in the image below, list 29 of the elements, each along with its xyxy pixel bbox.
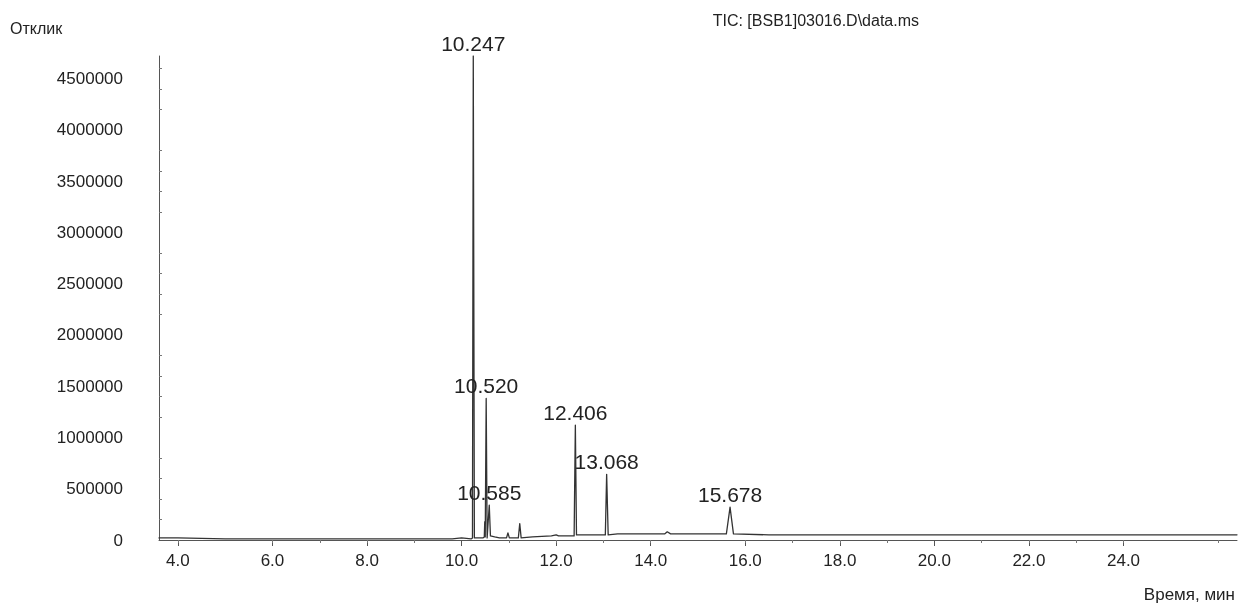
line-series [158,55,1238,540]
x-tick-label: 8.0 [355,551,379,570]
x-tick-label: 14.0 [634,551,668,570]
y-tick-label: 2500000 [56,274,123,294]
y-tick-label: 0 [113,530,123,550]
x-tick-label: 18.0 [823,551,857,570]
y-tick-label: 1500000 [56,376,123,396]
y-tick-label: 3500000 [56,171,123,191]
y-tick-label: 4000000 [56,120,123,140]
annotation: 10.247 [441,32,506,55]
x-axis-title: Время, мин [1143,585,1236,604]
y-axis-title: Отклик [10,19,64,37]
y-tick-label: 500000 [66,479,123,499]
y-tick-label: 3000000 [56,222,123,242]
x-tick-label: 24.0 [1106,551,1141,570]
annotation: 12.406 [543,401,608,425]
x-tick-label: 20.0 [917,551,951,570]
y-tick-label: 1000000 [56,427,123,447]
annotation: 15.678 [697,483,763,507]
x-tick-label: 22.0 [1012,551,1046,570]
x-tick-label: 12.0 [539,551,573,570]
x-tick-label: 6.0 [260,551,285,570]
x-tick-label: 16.0 [728,551,762,570]
annotation: 13.068 [574,450,639,474]
y-tick-label: 4500000 [56,69,123,89]
x-tick-label: 10.0 [445,551,479,570]
chart-title: TIC: [BSB1]03016.D\data.ms [712,11,920,29]
y-tick-label: 2000000 [56,325,123,345]
x-tick-label: 4.0 [166,551,190,570]
